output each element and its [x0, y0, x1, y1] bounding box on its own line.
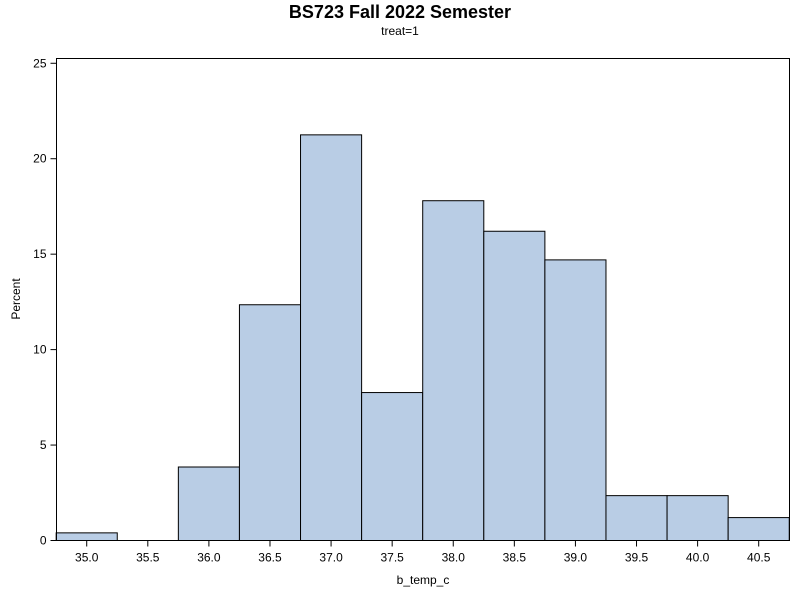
y-axis: 0 5 10 15 20 25: [33, 56, 57, 548]
x-tick-label: 37.0: [319, 551, 343, 565]
histogram-bar: [177, 466, 240, 541]
histogram-bar: [238, 304, 302, 541]
x-tick-label: 39.5: [625, 551, 649, 565]
histogram-bar: [605, 495, 668, 541]
y-tick-label: 10: [33, 343, 47, 357]
x-tick-label: 38.5: [503, 551, 527, 565]
histogram-bar: [422, 200, 485, 541]
y-tick-label: 0: [40, 534, 47, 548]
y-axis-label: Percent: [9, 278, 23, 320]
histogram-bar: [300, 134, 363, 541]
histogram-bars: [55, 134, 790, 542]
chart-subtitle: treat=1: [381, 24, 419, 38]
y-tick-label: 15: [33, 247, 47, 261]
histogram-bar: [666, 495, 729, 541]
x-tick-label: 39.0: [564, 551, 588, 565]
x-tick-label: 36.5: [258, 551, 282, 565]
histogram-bar: [361, 392, 424, 542]
plot-frame: [56, 58, 790, 541]
y-tick-label: 25: [33, 56, 47, 70]
histogram-bar: [55, 532, 118, 542]
x-axis-label: b_temp_c: [397, 573, 450, 587]
x-tick-label: 36.0: [197, 551, 221, 565]
x-tick-label: 38.0: [442, 551, 466, 565]
histogram-bar: [544, 259, 607, 541]
x-tick-label: 35.5: [136, 551, 160, 565]
chart-title: BS723 Fall 2022 Semester: [288, 2, 512, 22]
x-tick-label: 40.0: [686, 551, 710, 565]
x-tick-label: 37.5: [380, 551, 404, 565]
histogram-bar: [727, 517, 790, 542]
x-tick-label: 40.5: [747, 551, 771, 565]
y-tick-label: 5: [40, 438, 47, 452]
histogram-bar: [483, 230, 546, 541]
y-tick-label: 20: [33, 152, 47, 166]
x-axis: 35.0 35.5 36.0 36.5 37.0 37.5 38.0 38.5 39.0 39.5…: [75, 540, 771, 565]
x-tick-label: 35.0: [75, 551, 99, 565]
